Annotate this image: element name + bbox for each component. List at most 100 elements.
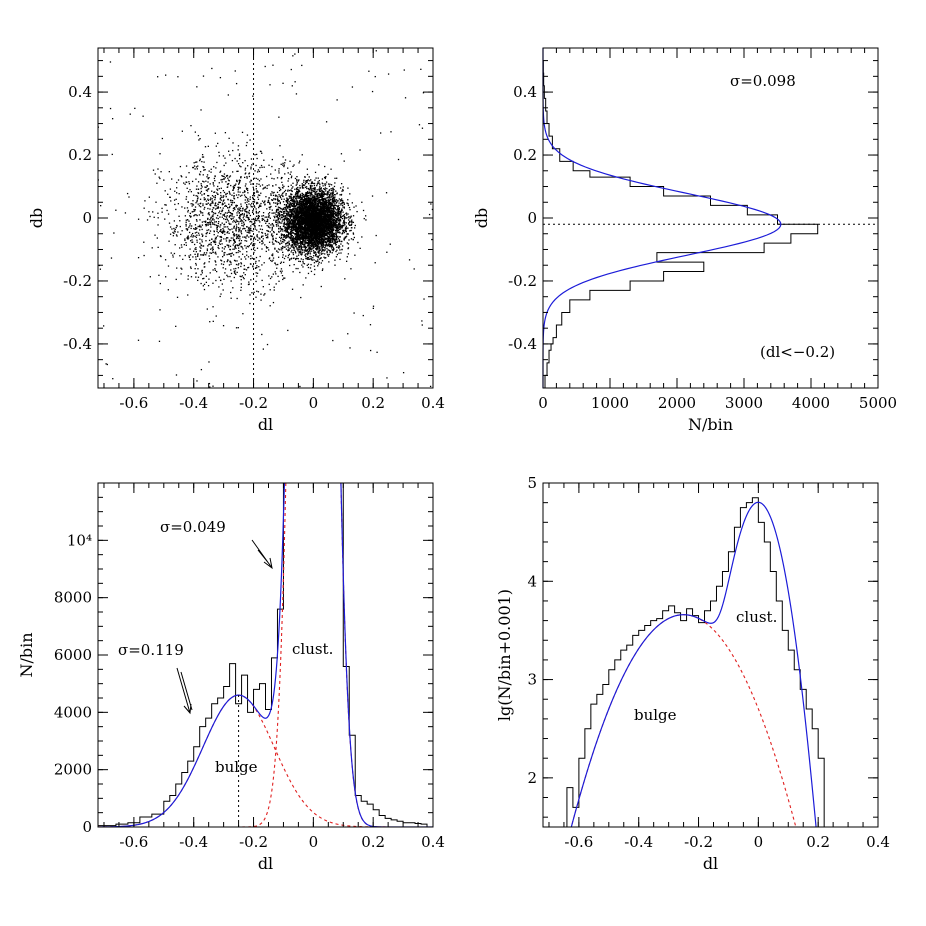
scatter-point xyxy=(333,238,335,240)
scatter-point xyxy=(317,223,319,225)
scatter-point xyxy=(343,203,346,205)
scatter-point xyxy=(277,202,279,205)
scatter-point xyxy=(316,255,318,258)
scatter-point xyxy=(321,205,323,208)
scatter-point xyxy=(317,227,319,229)
scatter-point xyxy=(265,222,267,224)
scatter-point xyxy=(310,205,313,208)
scatter-point xyxy=(344,223,346,226)
scatter-point xyxy=(329,214,331,216)
scatter-point xyxy=(316,207,318,210)
scatter-point xyxy=(339,223,341,226)
scatter-point xyxy=(297,237,299,239)
scatter-point xyxy=(311,202,314,205)
scatter-point xyxy=(318,237,321,240)
scatter-point xyxy=(285,206,287,208)
scatter-point xyxy=(308,211,310,214)
scatter-point xyxy=(325,225,327,227)
scatter-point xyxy=(287,202,289,205)
scatter-point xyxy=(326,217,328,219)
scatter-point xyxy=(316,194,318,196)
scatter-point xyxy=(277,196,279,198)
scatter-point xyxy=(283,221,286,223)
scatter-point xyxy=(304,237,306,239)
scatter-point xyxy=(292,209,294,211)
scatter-point xyxy=(277,211,279,214)
scatter-point xyxy=(323,210,325,213)
scatter-point xyxy=(322,233,324,235)
scatter-point xyxy=(296,240,298,242)
scatter-point xyxy=(317,215,319,218)
scatter-point xyxy=(354,254,356,256)
scatter-point xyxy=(337,218,339,221)
scatter-point xyxy=(305,199,308,201)
scatter-point xyxy=(306,241,309,244)
scatter-point xyxy=(342,201,344,204)
scatter-point xyxy=(311,181,313,183)
scatter-point xyxy=(325,233,328,235)
scatter-point xyxy=(331,217,333,219)
scatter-point xyxy=(297,202,299,204)
scatter-point xyxy=(305,240,307,242)
scatter-point xyxy=(335,246,338,248)
scatter-point xyxy=(268,206,270,209)
scatter-point xyxy=(309,207,311,209)
scatter-point xyxy=(322,209,324,211)
scatter-point xyxy=(326,226,329,228)
scatter-point xyxy=(289,218,291,220)
scatter-point xyxy=(291,232,294,234)
scatter-point xyxy=(312,196,315,199)
scatter-point xyxy=(302,239,304,241)
scatter-point xyxy=(345,236,347,238)
scatter-point xyxy=(341,226,344,228)
scatter-point xyxy=(328,189,330,192)
scatter-point xyxy=(304,206,306,208)
scatter-point xyxy=(308,223,310,225)
scatter-point xyxy=(327,190,329,193)
scatter-point xyxy=(325,224,328,227)
scatter-point xyxy=(323,235,325,237)
scatter-point xyxy=(292,201,295,203)
scatter-point xyxy=(313,182,316,185)
scatter-point xyxy=(331,234,334,237)
scatter-point xyxy=(308,176,310,178)
scatter-point xyxy=(310,215,312,218)
scatter-point xyxy=(343,219,345,222)
scatter-point xyxy=(313,227,316,229)
scatter-point xyxy=(308,216,310,218)
scatter-point xyxy=(337,246,339,248)
scatter-point xyxy=(311,238,313,240)
scatter-point xyxy=(313,245,315,247)
scatter-point xyxy=(300,194,302,197)
scatter-point xyxy=(306,237,308,239)
scatter-point xyxy=(313,221,316,223)
scatter-point xyxy=(302,238,305,240)
scatter-point xyxy=(294,249,296,251)
scatter-point xyxy=(318,240,320,242)
scatter-point xyxy=(305,180,307,182)
scatter-point xyxy=(297,232,299,234)
scatter-point xyxy=(285,230,288,232)
scatter-point xyxy=(345,260,348,262)
scatter-point xyxy=(300,205,302,207)
scatter-point xyxy=(309,238,311,240)
scatter-point xyxy=(332,196,335,199)
scatter-point xyxy=(314,189,316,191)
scatter-point xyxy=(315,224,317,227)
scatter-point xyxy=(309,197,312,199)
scatter-point xyxy=(310,189,313,191)
scatter-point xyxy=(322,201,324,203)
scatter-point xyxy=(325,181,328,183)
scatter-point xyxy=(308,227,310,229)
scatter-point xyxy=(345,228,347,231)
scatter-point xyxy=(333,220,335,222)
scatter-point xyxy=(318,209,320,211)
scatter-point xyxy=(272,212,275,214)
scatter-point xyxy=(302,193,305,196)
scatter-point xyxy=(321,199,323,202)
scatter-point xyxy=(308,225,310,227)
scatter-point xyxy=(319,210,321,213)
scatter-point xyxy=(297,238,300,240)
scatter-point xyxy=(300,215,302,217)
scatter-point xyxy=(352,233,355,235)
